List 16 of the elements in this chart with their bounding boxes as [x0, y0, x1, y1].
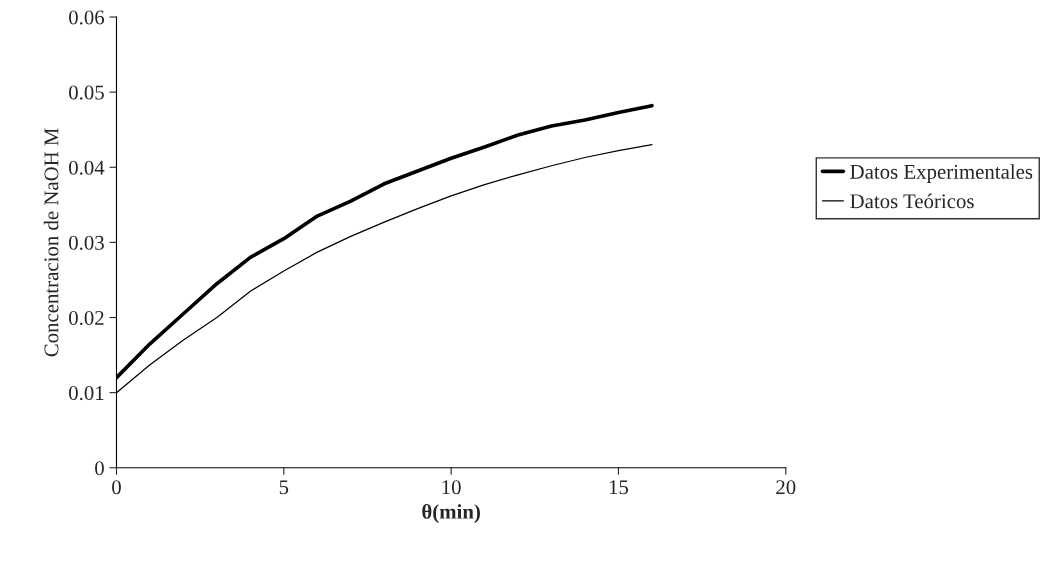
y-tick-label: 0.06: [69, 10, 105, 25]
y-tick-label: 0.02: [69, 310, 104, 326]
x-tick-label: 10: [442, 480, 461, 495]
y-tick-label: 0.01: [69, 386, 104, 401]
y-tick-label: 0.04: [69, 160, 105, 175]
x-tick-label: 15: [609, 480, 629, 495]
legend-label: Datos Teóricos: [850, 193, 974, 209]
legend-label: Datos Experimentales: [850, 164, 1033, 184]
y-axis-title: Concentracion de NaOH M: [43, 128, 59, 357]
y-tick-label: 0.05: [69, 85, 104, 100]
x-tick-label: 20: [776, 480, 796, 495]
y-tick-label: 0: [95, 461, 104, 476]
x-tick-label: 0: [112, 480, 121, 495]
x-axis-title: θ(min): [422, 504, 480, 524]
x-tick-label: 5: [279, 480, 289, 495]
y-tick-label: 0.03: [69, 235, 104, 250]
